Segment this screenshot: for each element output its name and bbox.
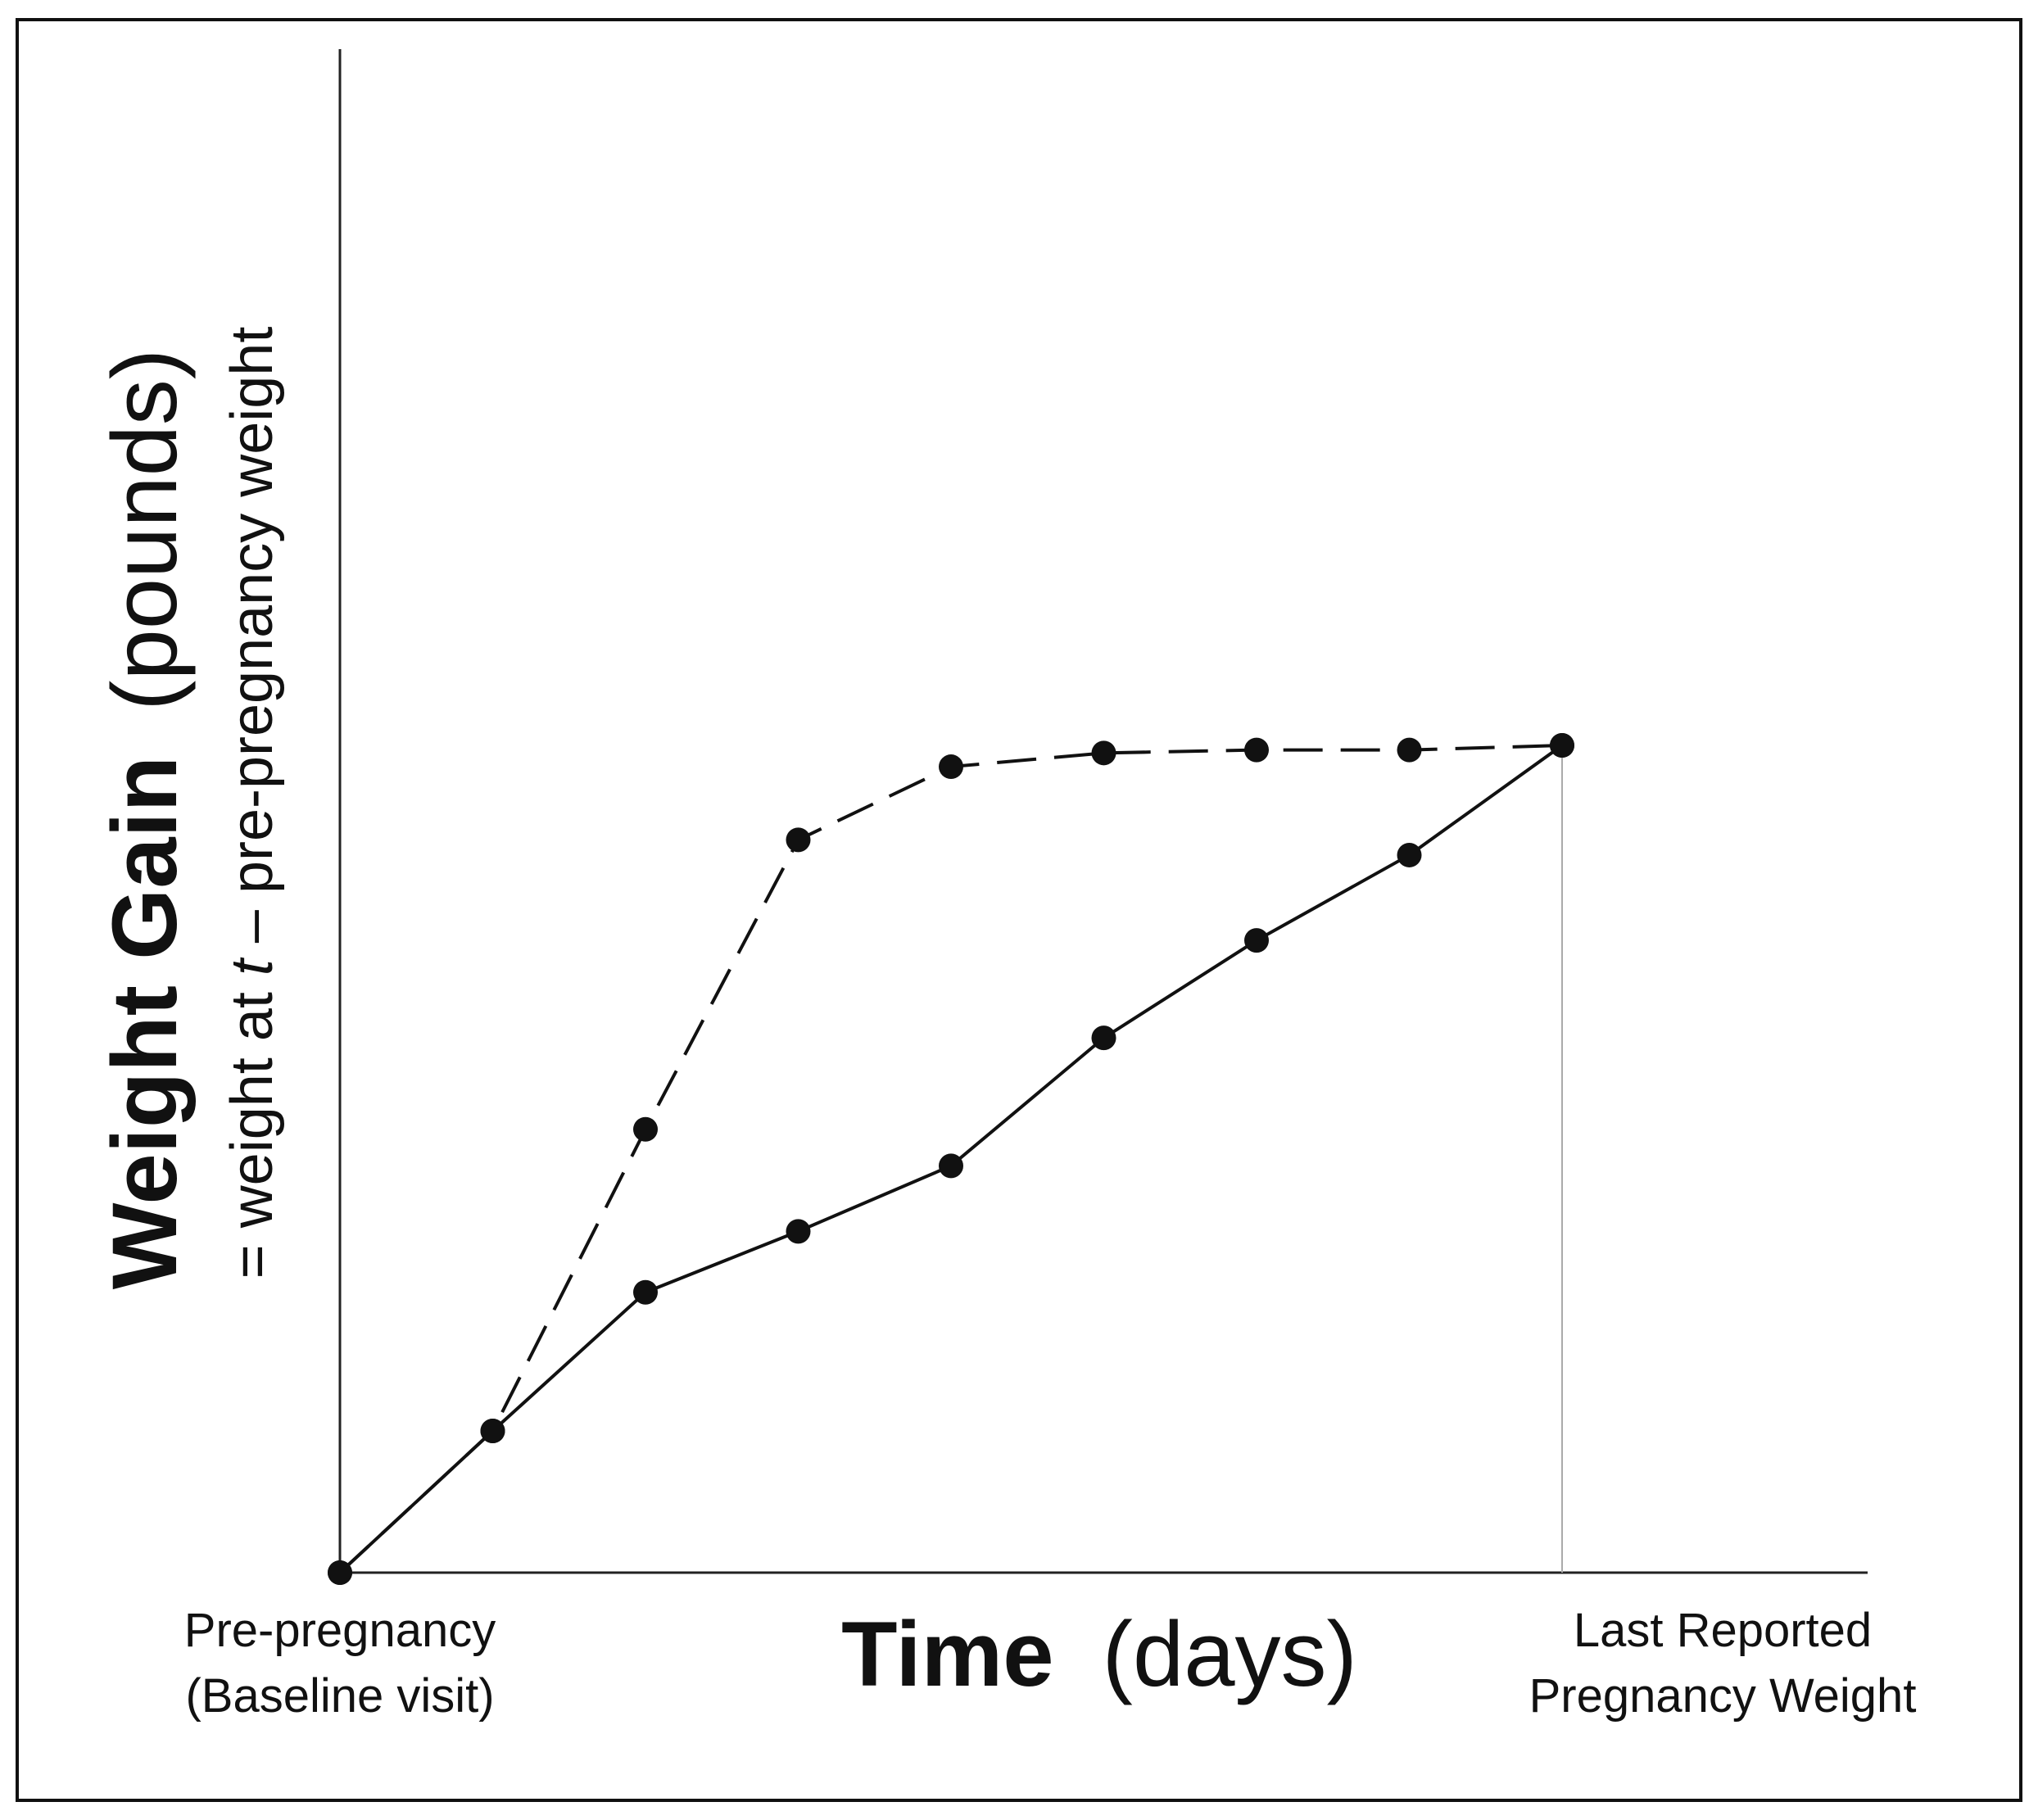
points-layer — [328, 733, 1574, 1585]
data-point-solid-8 — [1550, 733, 1574, 758]
y-axis-title: Weight Gain (pounds) — [93, 349, 196, 1289]
x-start-label-line2: (Baseline visit) — [185, 1669, 494, 1723]
data-point-solid-2 — [633, 1279, 658, 1305]
x-start-label-line1: Pre-pregnancy — [184, 1604, 496, 1657]
data-point-dashed-6 — [1244, 737, 1269, 763]
y-axis-title-normal: (pounds) — [93, 349, 196, 711]
data-point-solid-5 — [1091, 1025, 1116, 1051]
y-axis-formula-var: t — [220, 957, 285, 976]
data-point-solid-7 — [1397, 842, 1422, 867]
x-axis-title-bold: Time — [841, 1603, 1053, 1705]
data-point-solid-6 — [1244, 928, 1269, 953]
data-point-solid-0 — [328, 1560, 352, 1585]
chart-frame — [16, 18, 2022, 1802]
y-axis-formula-prefix: = weight at — [220, 976, 285, 1279]
data-point-dashed-4 — [939, 754, 963, 780]
data-point-solid-4 — [939, 1153, 963, 1179]
data-point-dashed-7 — [1397, 737, 1422, 763]
x-axis-title: Time (days) — [841, 1603, 1357, 1705]
x-axis-title-normal: (days) — [1103, 1603, 1357, 1705]
y-axis-title-bold: Weight Gain — [93, 756, 196, 1289]
x-end-label-line1: Last Reported — [1574, 1604, 1872, 1657]
data-point-dashed-2 — [633, 1116, 658, 1142]
y-axis-formula: = weight at t – pre-pregnancy weight — [220, 327, 285, 1279]
data-point-solid-3 — [786, 1219, 811, 1244]
x-end-label-line2: Pregnancy Weight — [1529, 1669, 1917, 1723]
data-point-dashed-3 — [786, 827, 811, 853]
y-axis-formula-suffix: – pre-pregnancy weight — [220, 327, 285, 943]
data-point-dashed-5 — [1091, 740, 1116, 766]
data-point-solid-1 — [480, 1419, 505, 1444]
